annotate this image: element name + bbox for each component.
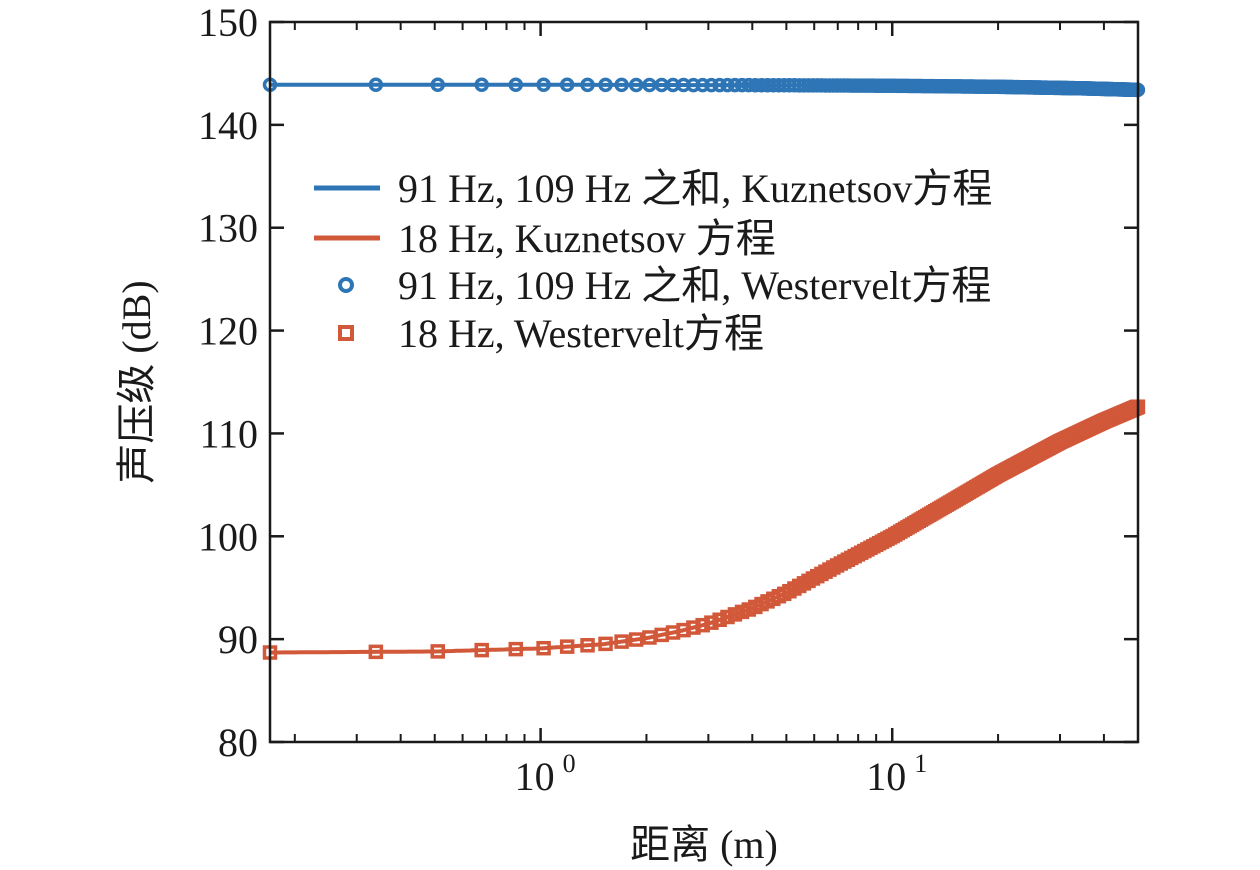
legend-swatch — [338, 277, 354, 293]
data-point — [720, 609, 735, 625]
x-axis-title: 距离 (m) — [630, 822, 778, 867]
data-point — [368, 644, 384, 660]
data-point — [614, 634, 629, 649]
data-point — [430, 644, 446, 659]
legend-label: 18 Hz, Kuznetsov 方程 — [398, 216, 776, 261]
series-line — [270, 404, 1139, 655]
legend-entry: 91 Hz, 109 Hz 之和, Kuznetsov方程 — [314, 166, 992, 211]
y-tick-label: 80 — [218, 720, 258, 765]
data-point — [430, 77, 446, 92]
x-tick-label: 10 0 — [515, 749, 576, 799]
data-point — [368, 77, 384, 92]
y-axis-title: 声压级 (dB) — [114, 280, 159, 483]
legend-entry: 91 Hz, 109 Hz 之和, Westervelt方程 — [338, 263, 991, 308]
series-2 — [262, 77, 1146, 98]
data-point — [628, 77, 644, 93]
data-point — [695, 77, 710, 93]
data-point — [580, 638, 595, 653]
legend: 91 Hz, 109 Hz 之和, Kuznetsov方程 18 Hz, Kuzn… — [314, 166, 992, 356]
series-layer — [262, 77, 1146, 660]
y-tick-label: 110 — [199, 411, 258, 456]
data-point — [695, 617, 710, 633]
legend-entry: 18 Hz, Kuznetsov 方程 — [314, 216, 776, 261]
y-tick-label: 150 — [198, 0, 258, 45]
data-point — [580, 77, 595, 93]
y-tick-label: 130 — [198, 206, 258, 251]
data-point — [704, 77, 719, 93]
data-point — [712, 612, 727, 628]
data-point — [704, 615, 719, 630]
y-tick-label: 100 — [198, 514, 258, 559]
y-tick-label: 90 — [218, 617, 258, 662]
data-point — [508, 641, 524, 657]
data-point — [628, 632, 644, 647]
data-point — [559, 639, 575, 654]
data-point — [559, 77, 575, 93]
series-3 — [262, 399, 1146, 660]
legend-label: 18 Hz, Westervelt方程 — [398, 311, 764, 356]
data-point — [536, 77, 551, 92]
data-point — [727, 77, 743, 93]
legend-label: 91 Hz, 109 Hz 之和, Westervelt方程 — [398, 263, 991, 308]
legend-entry: 18 Hz, Westervelt方程 — [338, 311, 764, 356]
data-point — [474, 642, 489, 658]
y-tick-label: 120 — [198, 309, 258, 354]
x-tick-label: 10 1 — [866, 749, 927, 799]
data-point — [474, 77, 489, 92]
data-point — [536, 640, 551, 656]
x-tick-label-base: 10 — [866, 754, 906, 799]
series-1 — [270, 404, 1139, 655]
data-point — [720, 77, 735, 93]
legend-label: 91 Hz, 109 Hz 之和, Kuznetsov方程 — [398, 166, 992, 211]
x-tick-label-exponent: 1 — [914, 749, 927, 778]
y-tick-label: 140 — [198, 103, 258, 148]
x-tick-label-exponent: 0 — [563, 749, 576, 778]
plot-frame — [268, 20, 1140, 744]
data-point — [614, 77, 629, 93]
data-point — [598, 636, 613, 652]
data-point — [712, 77, 727, 93]
data-point — [734, 77, 750, 93]
data-point — [508, 77, 524, 92]
data-point — [598, 77, 613, 93]
x-tick-label-base: 10 — [515, 754, 555, 799]
legend-swatch — [338, 325, 354, 341]
